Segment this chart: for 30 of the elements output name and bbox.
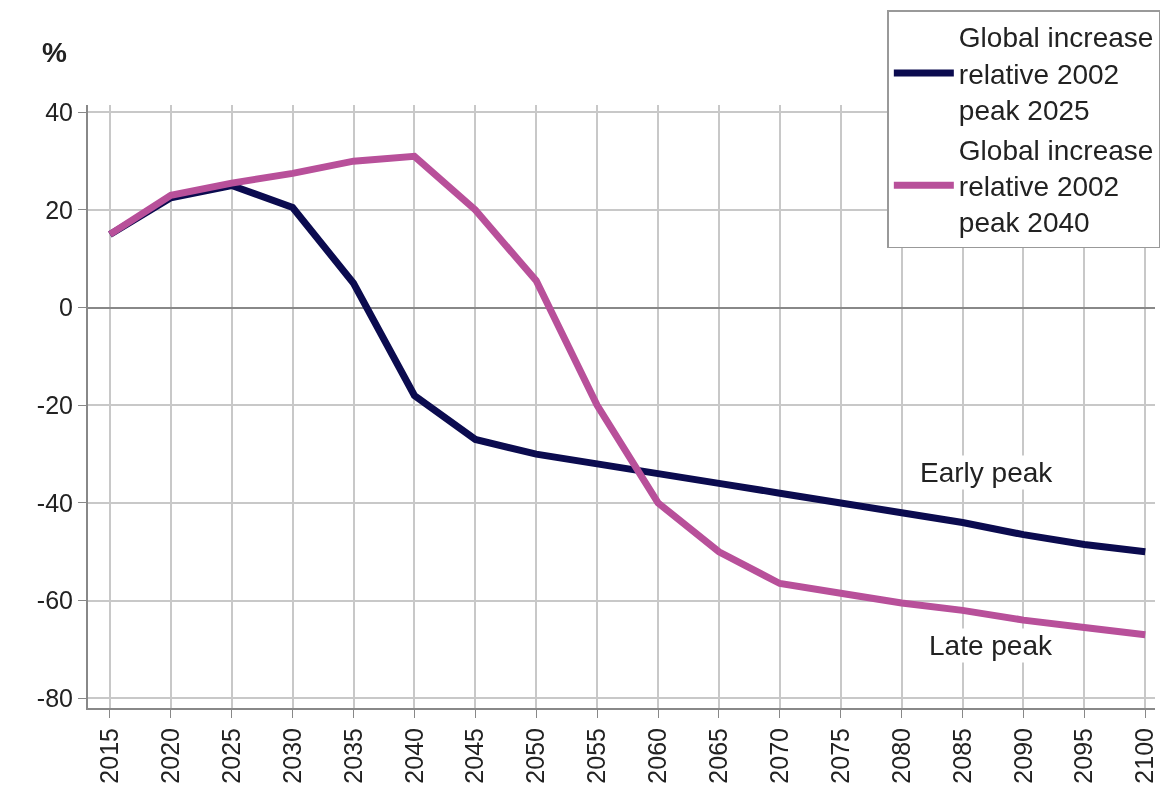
x-tick-label: 2075: [825, 728, 854, 784]
x-tick-label: 2065: [704, 728, 733, 784]
x-tick-label: 2050: [521, 728, 550, 784]
x-tick-label: 2090: [1008, 728, 1037, 784]
x-tick-label: 2020: [155, 728, 184, 784]
x-tick-label: 2040: [399, 728, 428, 784]
y-tick-label: 40: [45, 98, 73, 127]
x-tick-label: 2095: [1069, 728, 1098, 784]
x-tick-label: 2030: [277, 728, 306, 784]
legend-label: Global increase relative 2002 peak 2025: [958, 22, 1154, 127]
legend-label: Global increase relative 2002 peak 2040: [958, 134, 1154, 239]
y-tick-label: 0: [59, 293, 73, 322]
y-axis-title: %: [42, 37, 67, 68]
x-tick-label: 2025: [216, 728, 245, 784]
x-tick-label: 2055: [582, 728, 611, 784]
x-tick-label: 2060: [643, 728, 672, 784]
y-tick-label: -20: [36, 391, 73, 420]
y-tick-label: -40: [36, 488, 73, 517]
x-tick-label: 2100: [1130, 728, 1159, 784]
annotation: Early peak: [920, 457, 1054, 488]
y-tick-label: 20: [45, 195, 73, 224]
x-tick-label: 2015: [95, 728, 124, 784]
y-tick-label: -60: [36, 586, 73, 615]
x-tick-label: 2080: [886, 728, 915, 784]
annotation: Late peak: [929, 630, 1053, 661]
x-tick-label: 2035: [338, 728, 367, 784]
x-tick-label: 2085: [947, 728, 976, 784]
x-tick-label: 2045: [460, 728, 489, 784]
x-tick-label: 2070: [764, 728, 793, 784]
y-tick-label: -80: [36, 683, 73, 712]
